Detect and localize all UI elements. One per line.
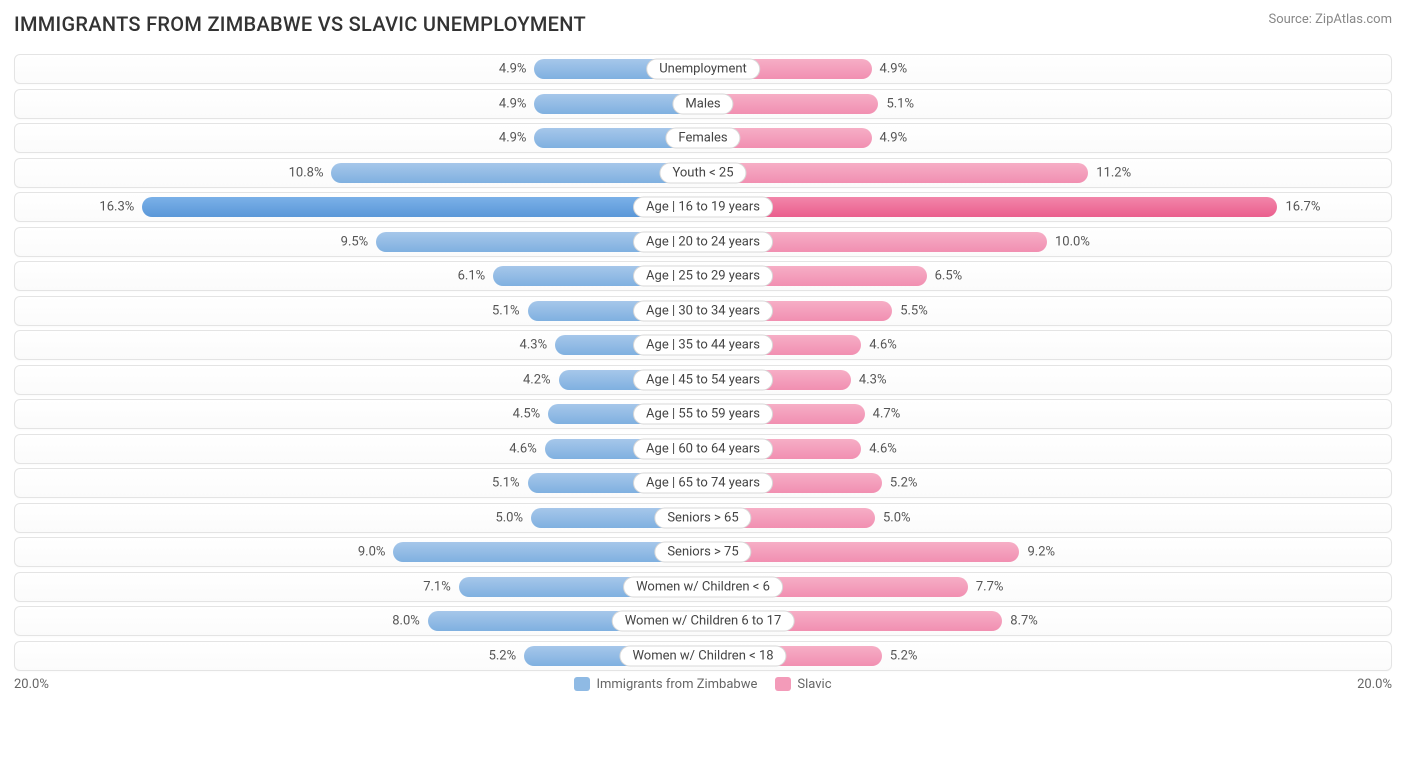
chart-row: 4.3% 4.6% Age | 35 to 44 years xyxy=(14,330,1392,360)
chart-row: 9.5% 10.0% Age | 20 to 24 years xyxy=(14,227,1392,257)
bar-left: 16.3% xyxy=(142,197,703,217)
value-right: 4.6% xyxy=(861,441,897,456)
value-right: 5.5% xyxy=(892,303,928,318)
legend-label-right: Slavic xyxy=(797,677,831,692)
chart-row: 6.1% 6.5% Age | 25 to 29 years xyxy=(14,261,1392,291)
chart-row: 8.0% 8.7% Women w/ Children 6 to 17 xyxy=(14,606,1392,636)
bar-right: 11.2% xyxy=(703,163,1088,183)
value-right: 5.1% xyxy=(878,96,914,111)
legend-label-left: Immigrants from Zimbabwe xyxy=(596,677,757,692)
category-label: Age | 55 to 59 years xyxy=(633,404,773,425)
value-left: 9.0% xyxy=(358,545,394,560)
value-left: 5.1% xyxy=(492,303,528,318)
value-left: 4.6% xyxy=(509,441,545,456)
chart-row: 5.2% 5.2% Women w/ Children < 18 xyxy=(14,641,1392,671)
value-left: 4.9% xyxy=(499,131,535,146)
value-right: 10.0% xyxy=(1047,234,1090,249)
legend-item-left: Immigrants from Zimbabwe xyxy=(574,677,757,692)
value-right: 8.7% xyxy=(1002,614,1038,629)
value-left: 5.2% xyxy=(489,648,525,663)
value-left: 5.1% xyxy=(492,476,528,491)
category-label: Age | 35 to 44 years xyxy=(633,335,773,356)
category-label: Seniors > 65 xyxy=(654,507,751,528)
value-left: 8.0% xyxy=(392,614,428,629)
chart-row: 4.9% 5.1% Males xyxy=(14,89,1392,119)
chart-row: 4.9% 4.9% Unemployment xyxy=(14,54,1392,84)
category-label: Age | 20 to 24 years xyxy=(633,231,773,252)
chart-row: 5.0% 5.0% Seniors > 65 xyxy=(14,503,1392,533)
chart-row: 4.6% 4.6% Age | 60 to 64 years xyxy=(14,434,1392,464)
value-left: 4.3% xyxy=(520,338,556,353)
legend: Immigrants from Zimbabwe Slavic xyxy=(74,677,1332,692)
chart-header: IMMIGRANTS FROM ZIMBABWE VS SLAVIC UNEMP… xyxy=(14,12,1392,36)
chart-row: 4.9% 4.9% Females xyxy=(14,123,1392,153)
category-label: Women w/ Children 6 to 17 xyxy=(612,611,795,632)
category-label: Males xyxy=(672,93,733,114)
value-right: 9.2% xyxy=(1019,545,1055,560)
category-label: Youth < 25 xyxy=(659,162,746,183)
category-label: Women w/ Children < 6 xyxy=(623,576,783,597)
value-right: 4.9% xyxy=(872,131,908,146)
value-right: 7.7% xyxy=(968,579,1004,594)
chart-row: 5.1% 5.2% Age | 65 to 74 years xyxy=(14,468,1392,498)
chart-row: 9.0% 9.2% Seniors > 75 xyxy=(14,537,1392,567)
value-left: 5.0% xyxy=(495,510,531,525)
chart-row: 5.1% 5.5% Age | 30 to 34 years xyxy=(14,296,1392,326)
value-right: 4.7% xyxy=(865,407,901,422)
category-label: Age | 45 to 54 years xyxy=(633,369,773,390)
category-label: Unemployment xyxy=(646,59,760,80)
value-right: 4.3% xyxy=(851,372,887,387)
category-label: Age | 60 to 64 years xyxy=(633,438,773,459)
value-left: 16.3% xyxy=(99,200,142,215)
category-label: Age | 30 to 34 years xyxy=(633,300,773,321)
value-left: 4.2% xyxy=(523,372,559,387)
value-right: 4.9% xyxy=(872,62,908,77)
category-label: Women w/ Children < 18 xyxy=(619,645,786,666)
bar-left: 10.8% xyxy=(331,163,703,183)
value-left: 10.8% xyxy=(289,165,332,180)
value-right: 11.2% xyxy=(1088,165,1131,180)
chart-row: 16.3%16.7%Age | 16 to 19 years xyxy=(14,192,1392,222)
axis-row: 20.0% Immigrants from Zimbabwe Slavic 20… xyxy=(14,677,1392,692)
legend-swatch-left xyxy=(574,677,590,691)
value-right: 5.0% xyxy=(875,510,911,525)
chart-row: 10.8%11.2%Youth < 25 xyxy=(14,158,1392,188)
chart-row: 4.5% 4.7% Age | 55 to 59 years xyxy=(14,399,1392,429)
chart-row: 4.2% 4.3% Age | 45 to 54 years xyxy=(14,365,1392,395)
category-label: Females xyxy=(665,128,740,149)
category-label: Age | 25 to 29 years xyxy=(633,266,773,287)
value-left: 4.9% xyxy=(499,96,535,111)
value-left: 4.5% xyxy=(513,407,549,422)
chart-row: 7.1% 7.7% Women w/ Children < 6 xyxy=(14,572,1392,602)
value-right: 5.2% xyxy=(882,476,918,491)
value-left: 6.1% xyxy=(458,269,494,284)
axis-max-left: 20.0% xyxy=(14,677,74,692)
category-label: Age | 16 to 19 years xyxy=(633,197,773,218)
legend-swatch-right xyxy=(775,677,791,691)
value-right: 16.7% xyxy=(1277,200,1320,215)
value-left: 4.9% xyxy=(499,62,535,77)
value-right: 6.5% xyxy=(927,269,963,284)
category-label: Seniors > 75 xyxy=(654,542,751,563)
chart-source: Source: ZipAtlas.com xyxy=(1268,12,1392,27)
chart-area: 4.9%4.9%Unemployment4.9%5.1%Males4.9%4.9… xyxy=(14,54,1392,671)
value-left: 9.5% xyxy=(341,234,377,249)
value-right: 5.2% xyxy=(882,648,918,663)
bar-right: 16.7% xyxy=(703,197,1277,217)
value-right: 4.6% xyxy=(861,338,897,353)
legend-item-right: Slavic xyxy=(775,677,831,692)
chart-title: IMMIGRANTS FROM ZIMBABWE VS SLAVIC UNEMP… xyxy=(14,12,586,36)
axis-max-right: 20.0% xyxy=(1332,677,1392,692)
value-left: 7.1% xyxy=(423,579,459,594)
category-label: Age | 65 to 74 years xyxy=(633,473,773,494)
